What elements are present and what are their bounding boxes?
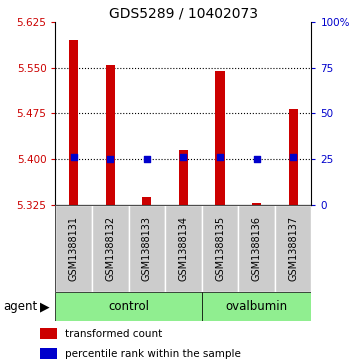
Bar (202, 205, 238, 292)
Bar (252, 203, 261, 205)
Point (107, 156, 113, 162)
Point (144, 156, 150, 162)
Bar (55, 205, 92, 292)
Text: GSM1388137: GSM1388137 (288, 216, 298, 281)
Bar (69, 40, 78, 205)
Point (290, 155, 296, 160)
Bar (275, 205, 311, 292)
Point (217, 155, 223, 160)
Bar (289, 109, 298, 205)
Text: agent: agent (4, 300, 38, 313)
Point (254, 156, 260, 162)
Text: GSM1388133: GSM1388133 (142, 216, 152, 281)
Text: transformed count: transformed count (65, 329, 162, 339)
Text: GSM1388136: GSM1388136 (252, 216, 262, 281)
Text: ▶: ▶ (40, 300, 49, 313)
Bar (165, 205, 202, 292)
Text: percentile rank within the sample: percentile rank within the sample (65, 348, 241, 359)
Text: GSM1388134: GSM1388134 (179, 216, 188, 281)
Text: GSM1388135: GSM1388135 (215, 216, 225, 281)
Bar (40, 348, 57, 359)
Bar (202, 292, 311, 321)
Bar (216, 71, 224, 205)
Point (180, 155, 186, 160)
Bar (55, 292, 202, 321)
Bar (142, 197, 151, 205)
Title: GDS5289 / 10402073: GDS5289 / 10402073 (109, 7, 258, 21)
Bar (40, 329, 57, 339)
Text: GSM1388131: GSM1388131 (69, 216, 79, 281)
Text: GSM1388132: GSM1388132 (105, 216, 115, 281)
Bar (129, 205, 165, 292)
Text: control: control (108, 300, 149, 313)
Point (71, 155, 77, 160)
Bar (92, 205, 129, 292)
Text: ovalbumin: ovalbumin (226, 300, 288, 313)
Bar (238, 205, 275, 292)
Bar (106, 65, 115, 205)
Bar (179, 150, 188, 205)
